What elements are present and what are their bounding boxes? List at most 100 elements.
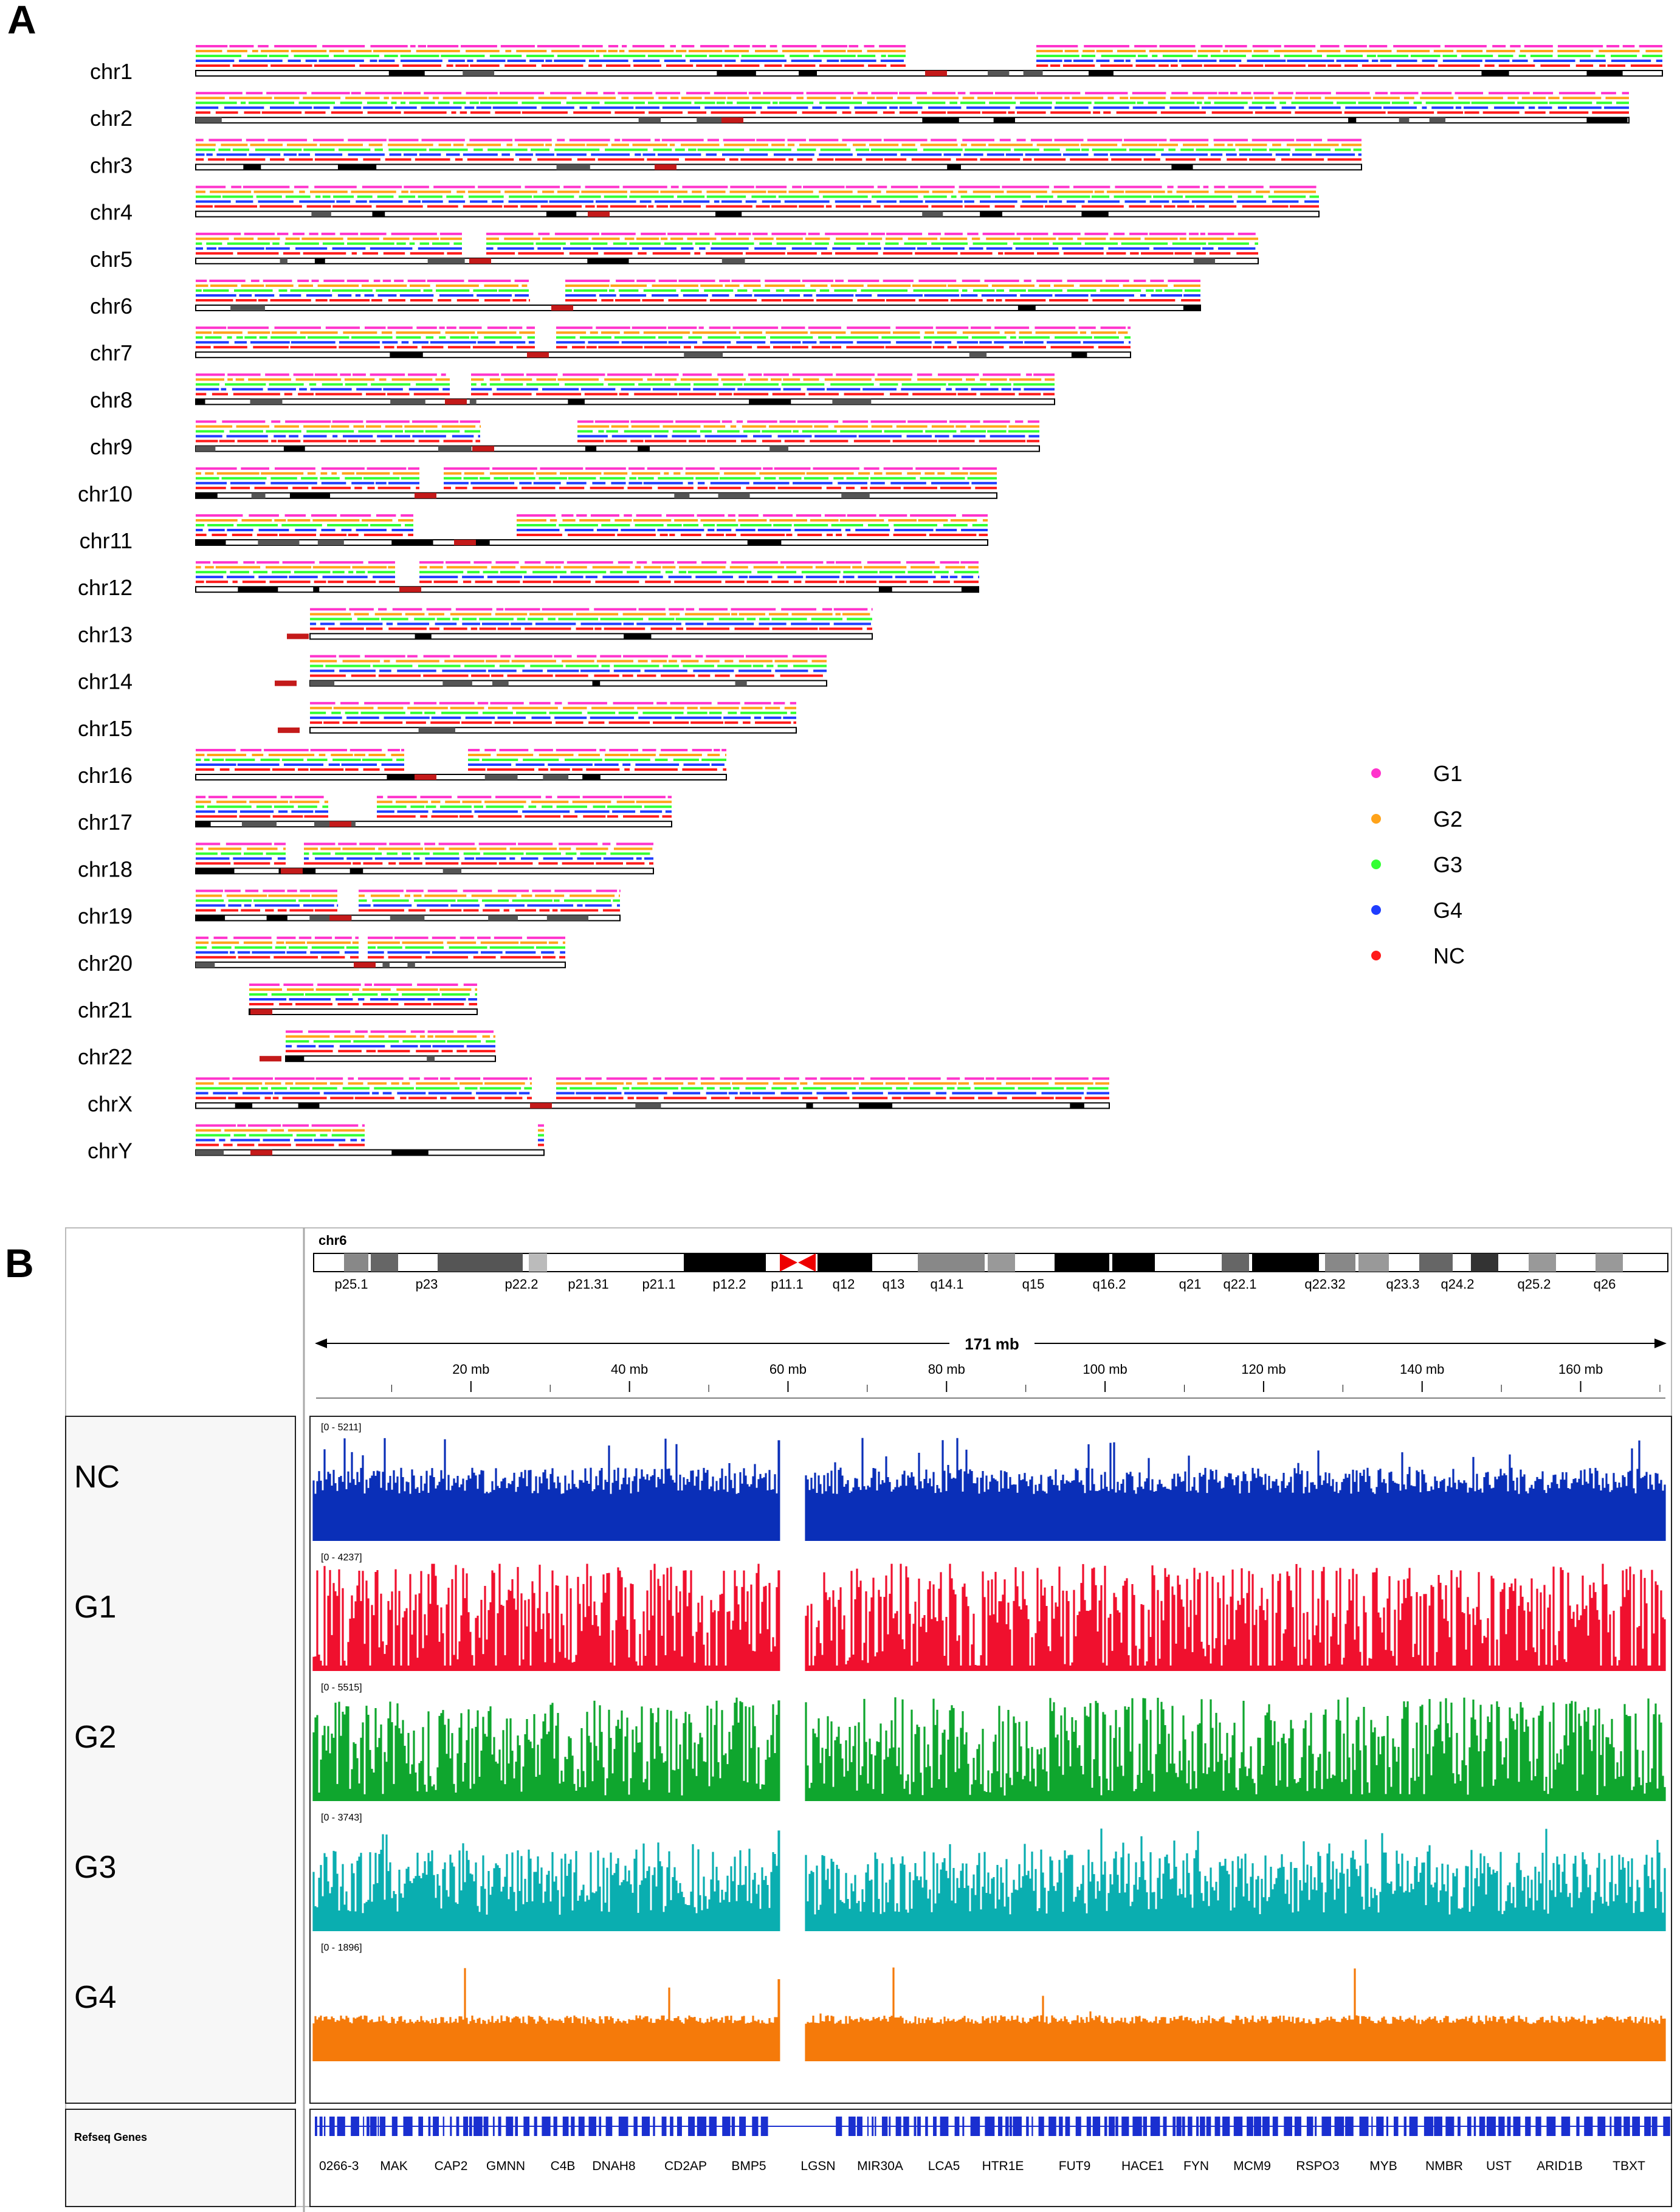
marker-track-G4 [803, 294, 813, 297]
marker-track-NC [577, 158, 596, 161]
marker-track-G1 [949, 420, 980, 423]
marker-track-G1 [932, 92, 956, 95]
marker-track-G3 [797, 148, 816, 151]
marker-track-NC [938, 439, 975, 443]
marker-track-G2 [310, 613, 351, 616]
marker-track-G3 [773, 102, 778, 105]
marker-track-G2 [261, 50, 289, 52]
marker-track-G2 [931, 425, 954, 428]
marker-track-G3 [539, 477, 567, 480]
marker-track-G4 [783, 388, 801, 391]
marker-track-G3 [312, 1087, 337, 1090]
marker-track-G2 [1035, 331, 1078, 334]
marker-track-G3 [409, 242, 415, 245]
marker-track-G1 [806, 92, 854, 95]
marker-track-G1 [723, 139, 756, 142]
marker-track-NC [378, 674, 421, 677]
marker-track-G4 [1128, 341, 1131, 344]
marker-track-G1 [1031, 1077, 1052, 1080]
chromosome-band [391, 1149, 429, 1156]
marker-track-G1 [367, 467, 407, 470]
marker-track-G4 [754, 247, 787, 250]
marker-track-G1 [576, 514, 587, 517]
marker-track-G2 [918, 519, 948, 522]
marker-track-G1 [287, 889, 297, 892]
marker-track-G1 [377, 796, 384, 799]
marker-track-G1 [554, 701, 562, 705]
band-label: q13 [883, 1277, 905, 1292]
marker-track-NC [586, 768, 620, 771]
marker-track-NC [348, 534, 359, 536]
marker-track-G2 [969, 472, 997, 475]
marker-track-NC [1070, 158, 1109, 161]
marker-track-G3 [624, 430, 669, 433]
marker-track-G2 [549, 519, 557, 522]
marker-track-G4 [1024, 341, 1044, 344]
marker-track-G1 [374, 984, 412, 986]
marker-track-G1 [732, 326, 779, 329]
marker-track-G4 [762, 200, 781, 203]
chromosome-band [969, 352, 987, 358]
marker-track-G3 [677, 195, 705, 198]
marker-track-G2 [412, 237, 439, 240]
marker-track-NC [978, 1097, 1007, 1100]
marker-track-G1 [681, 45, 695, 47]
band-label: q25.2 [1517, 1277, 1551, 1292]
marker-track-G3 [269, 55, 289, 57]
marker-track-G3 [629, 477, 636, 480]
marker-track-G4 [1161, 153, 1208, 156]
marker-track-NC [690, 721, 724, 724]
marker-track-G1 [340, 701, 359, 705]
marker-track-G1 [600, 655, 622, 658]
marker-track-G2 [1562, 97, 1602, 100]
marker-track-G3 [917, 102, 946, 105]
marker-track-G2 [662, 566, 676, 569]
marker-track-G2 [1130, 97, 1166, 100]
marker-track-G2 [268, 754, 315, 756]
marker-track-G3 [401, 477, 419, 480]
marker-track-G2 [351, 190, 396, 193]
marker-track-G1 [487, 326, 508, 329]
marker-track-G3 [196, 289, 202, 292]
marker-track-G3 [604, 195, 627, 198]
marker-track-NC [215, 111, 238, 114]
marker-track-G4 [481, 622, 509, 625]
marker-track-G1 [808, 326, 841, 329]
marker-track-G4 [399, 294, 434, 297]
marker-track-NC [459, 815, 473, 818]
marker-track-G2 [264, 1082, 281, 1085]
marker-track-NC [433, 1003, 464, 1005]
marker-track-G2 [416, 50, 460, 52]
marker-track-NC [377, 1050, 410, 1053]
marker-track-G1 [985, 1077, 994, 1080]
marker-track-G4 [723, 716, 751, 719]
marker-track-NC [384, 768, 404, 771]
marker-track-G2 [632, 143, 667, 146]
marker-track-G4 [234, 341, 247, 344]
marker-track-G4 [244, 904, 252, 907]
marker-track-G3 [834, 242, 865, 245]
marker-track-G1 [461, 45, 497, 47]
marker-track-G1 [763, 467, 773, 470]
marker-track-G4 [643, 481, 683, 484]
marker-track-G1 [463, 984, 477, 986]
marker-track-G1 [478, 185, 522, 188]
chromosome-label: chr2 [90, 106, 133, 131]
marker-track-NC [519, 158, 532, 161]
marker-track-NC [475, 581, 493, 584]
marker-track-G4 [1431, 106, 1454, 109]
marker-track-G4 [635, 763, 680, 766]
marker-track-G1 [701, 561, 727, 564]
marker-track-G2 [348, 50, 372, 52]
marker-track-G1 [486, 232, 534, 235]
coverage-track-NC: NC[0 - 5211] [74, 1422, 1666, 1541]
chromosome-label: chr19 [78, 904, 133, 929]
marker-track-NC [431, 815, 458, 818]
marker-track-NC [359, 439, 376, 443]
marker-track-G3 [236, 336, 243, 339]
marker-track-NC [1092, 299, 1124, 301]
marker-track-G1 [196, 889, 223, 892]
marker-track-G4 [515, 153, 533, 156]
marker-track-G1 [918, 280, 957, 282]
marker-track-NC [1599, 64, 1606, 67]
